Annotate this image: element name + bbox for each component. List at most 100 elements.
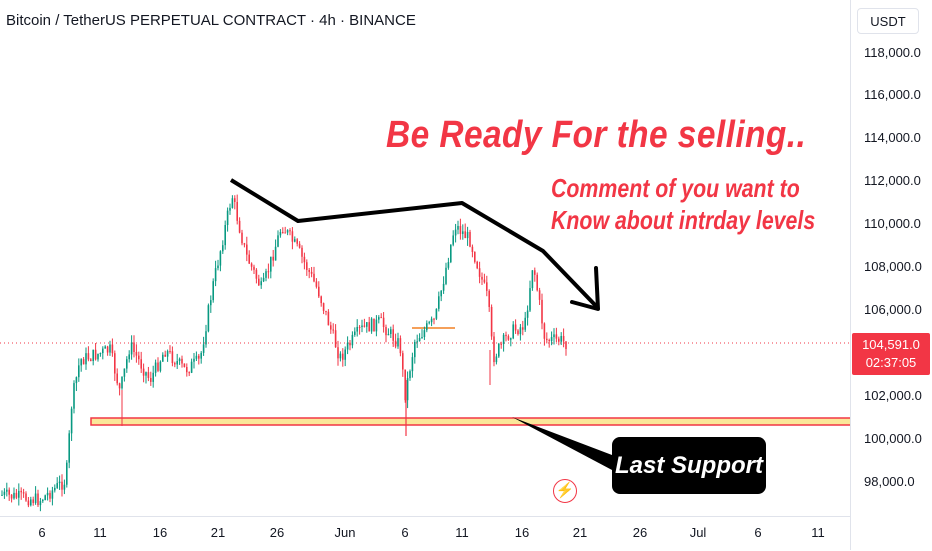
candle-body <box>70 408 73 434</box>
candle-body <box>315 281 318 287</box>
candle-body <box>423 330 426 338</box>
candle-body <box>562 336 565 342</box>
candle-body <box>524 317 526 330</box>
candle-body <box>306 262 308 271</box>
candle-body <box>246 244 248 255</box>
time-tick-label: 26 <box>632 525 648 540</box>
candle-body <box>543 323 546 339</box>
candle-body <box>58 481 61 484</box>
candle-body <box>320 296 322 304</box>
time-tick-label: 21 <box>210 525 226 540</box>
candle-body <box>198 355 200 359</box>
candle-body <box>229 207 231 211</box>
candle-body <box>152 372 154 382</box>
chart-canvas[interactable] <box>0 0 850 516</box>
candle-body <box>279 232 282 236</box>
candle-body <box>258 278 260 286</box>
candle-body <box>493 336 495 363</box>
time-axis[interactable]: 6 11 16 21 26 Jun 6 11 16 21 26 Jul 6 11 <box>0 516 850 551</box>
candle-body <box>255 269 258 279</box>
price-tick-label: 114,000.0 <box>864 130 921 145</box>
candle-body <box>462 231 464 234</box>
candle-body <box>133 342 135 352</box>
candle-body <box>121 376 123 389</box>
price-tick-label: 110,000.0 <box>864 216 921 231</box>
candle-body <box>291 231 294 242</box>
price-tick-label: 112,000.0 <box>864 173 921 188</box>
candle-body <box>538 290 541 300</box>
candle-body <box>51 490 54 499</box>
symbol-title[interactable]: Bitcoin / TetherUS PERPETUAL CONTRACT · … <box>6 12 416 29</box>
candle-body <box>301 247 303 257</box>
candle-body <box>102 348 104 354</box>
candle-body <box>262 277 265 282</box>
candle-body <box>548 340 550 342</box>
candle-body <box>361 325 363 328</box>
comment-annotation[interactable]: Comment of you want to Know about intrda… <box>551 172 815 236</box>
trend-drawing <box>229 178 599 309</box>
candle-body <box>104 346 106 349</box>
time-tick-label: 11 <box>455 525 469 540</box>
last-support-callout[interactable]: Last Support <box>612 437 766 494</box>
chart-plot-area[interactable] <box>0 0 850 516</box>
candle-body <box>224 224 226 246</box>
candle-body <box>402 353 404 370</box>
headline-annotation[interactable]: Be Ready For the selling.. <box>386 114 807 156</box>
candle-body <box>363 325 366 327</box>
time-tick-label: 16 <box>514 525 530 540</box>
candle-body <box>546 338 548 341</box>
candle-body <box>531 270 534 289</box>
candle-body <box>10 494 13 499</box>
price-axis[interactable] <box>850 0 932 550</box>
candle-body <box>13 492 15 499</box>
candle-body <box>212 281 214 301</box>
candle-body <box>483 279 486 283</box>
candle-body <box>202 344 205 353</box>
candle-body <box>416 341 418 343</box>
candle-body <box>274 246 277 261</box>
candle-body <box>488 290 490 307</box>
lightning-icon[interactable]: ⚡ <box>553 479 577 503</box>
candle-body <box>373 318 375 332</box>
time-tick-label: Jun <box>334 525 356 540</box>
candle-body <box>375 319 378 332</box>
candle-body <box>310 271 313 274</box>
price-tick-label: 102,000.0 <box>864 388 922 403</box>
candle-body <box>284 232 286 234</box>
candle-body <box>368 322 370 332</box>
candle-body <box>370 318 373 332</box>
currency-button[interactable]: USDT <box>857 8 919 34</box>
time-tick-label: 26 <box>269 525 285 540</box>
candle-body <box>27 500 30 506</box>
candle-body <box>226 210 229 225</box>
candle-body <box>90 359 92 362</box>
candle-body <box>188 372 190 374</box>
candle-body <box>406 378 409 401</box>
candle-body <box>63 484 66 490</box>
candle-body <box>337 347 339 359</box>
candle-body <box>85 353 87 365</box>
candle-body <box>507 336 510 340</box>
candle-body <box>37 493 39 506</box>
candle-body <box>330 325 332 330</box>
candle-body <box>75 377 78 384</box>
candle-body <box>514 324 517 331</box>
candle-body <box>385 327 387 336</box>
comment-line-1: Comment of you want to <box>551 173 800 203</box>
candle-body <box>450 244 452 263</box>
candle-body <box>339 353 342 359</box>
candle-body <box>433 318 435 320</box>
candle-body <box>190 361 193 373</box>
candle-body <box>471 246 474 253</box>
candle-body <box>3 491 6 495</box>
price-tick-label: 106,000.0 <box>864 302 922 317</box>
candle-body <box>478 268 481 277</box>
candle-body <box>344 349 346 360</box>
candle-body <box>214 268 217 282</box>
candle-body <box>222 245 224 252</box>
candle-body <box>550 337 553 341</box>
candle-body <box>500 343 502 345</box>
candle-body <box>200 352 202 359</box>
candle-body <box>140 359 142 369</box>
candle-body <box>267 271 270 273</box>
